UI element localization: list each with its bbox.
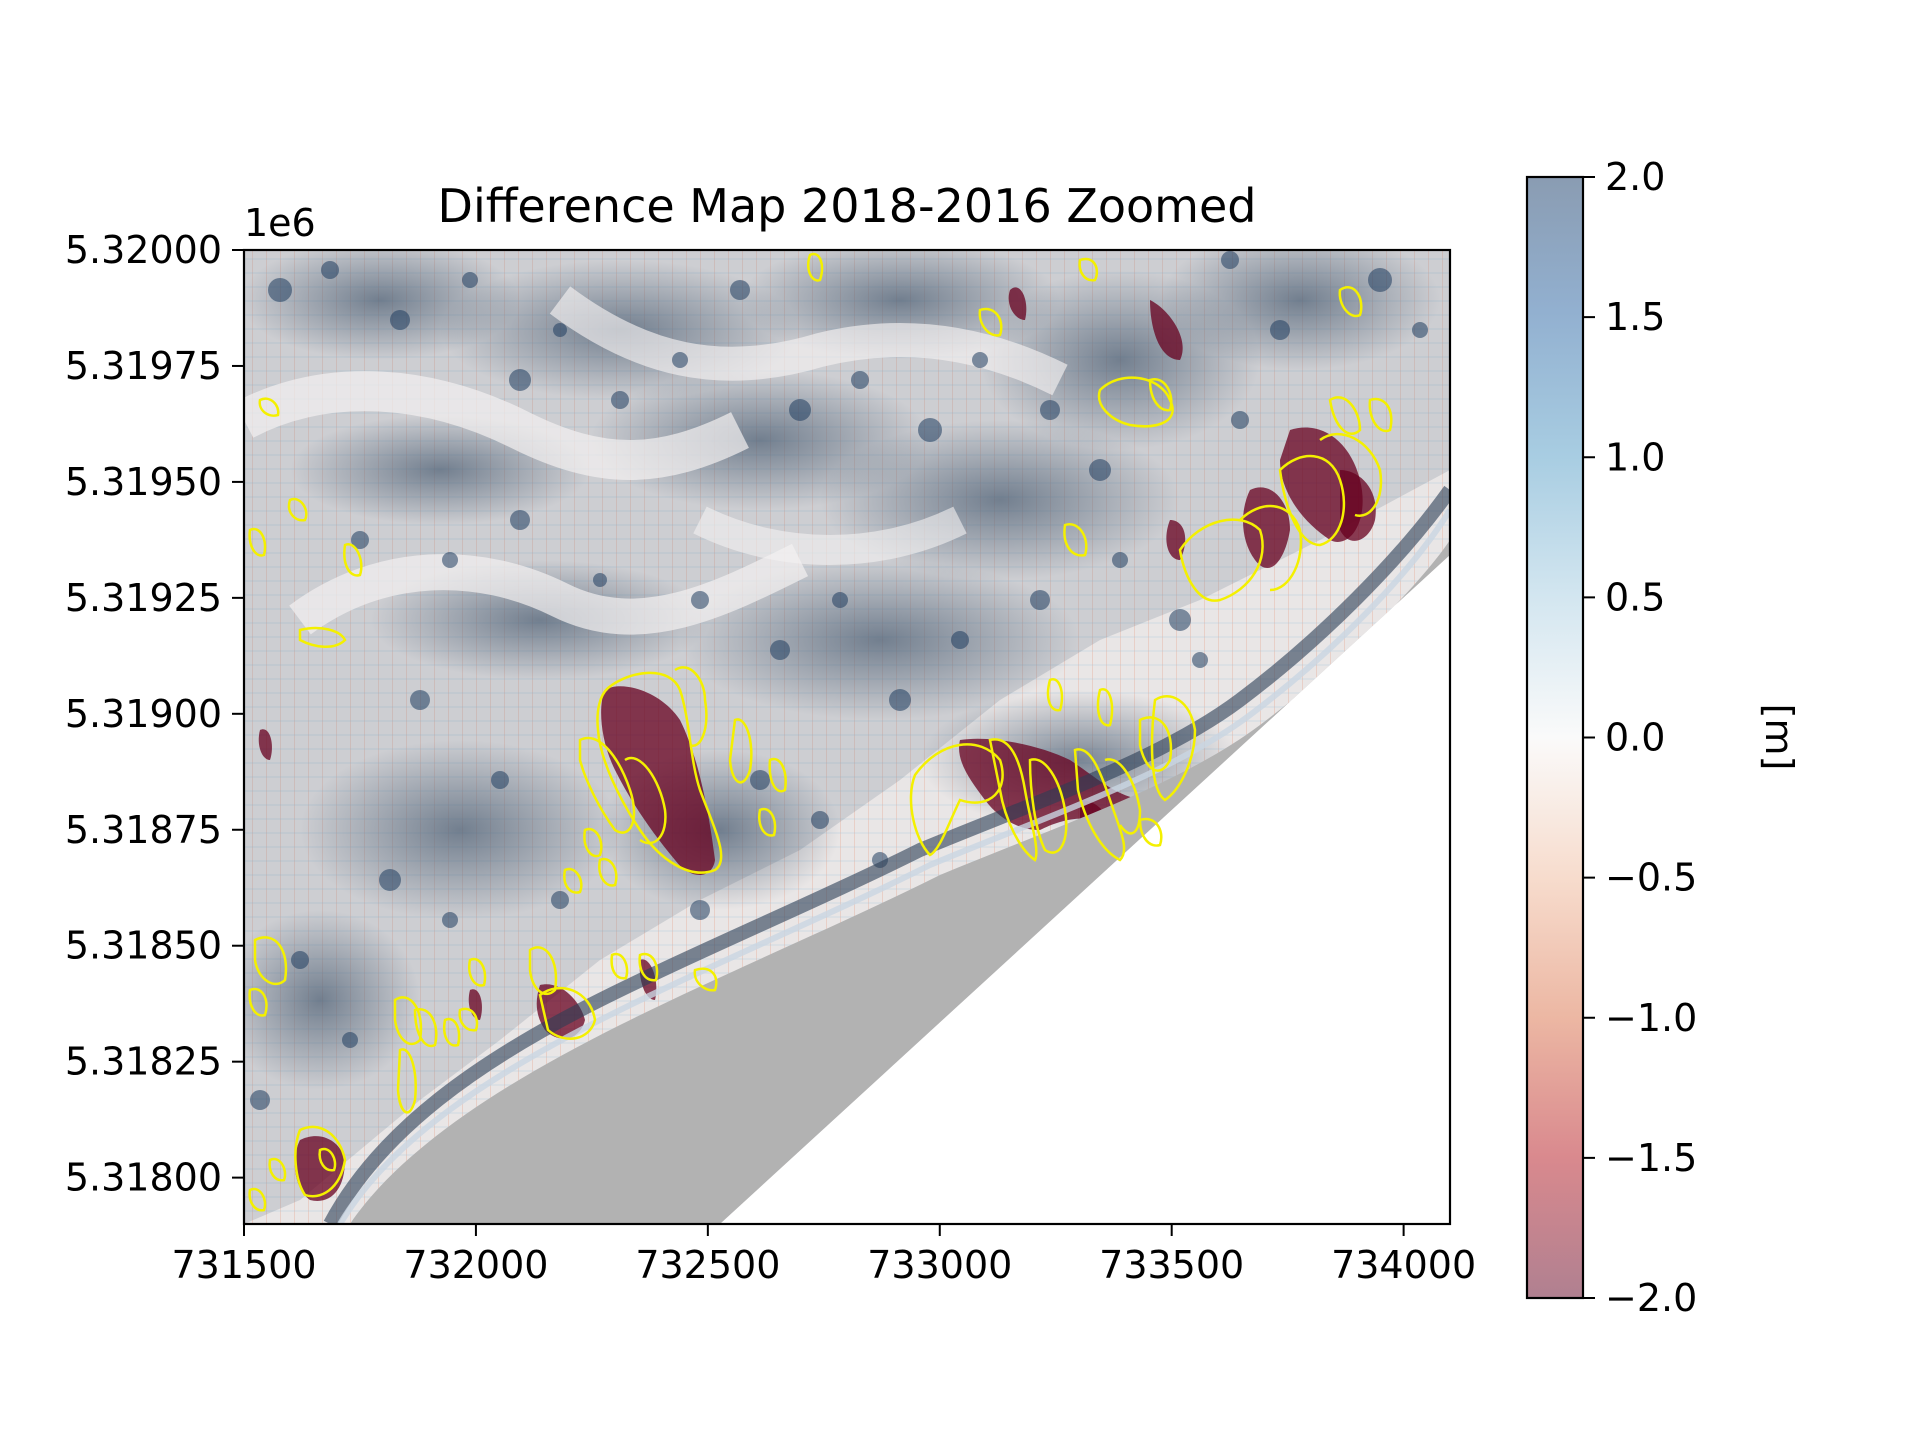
x-tick-label: 732000 <box>403 1243 548 1287</box>
x-tick-label: 733000 <box>867 1243 1012 1287</box>
x-tick-label: 733500 <box>1099 1243 1244 1287</box>
colorbar: 2.0 1.5 1.0 0.5 0.0 −0.5 −1.0 −1.5 −2.0 [m] <box>1525 155 1801 1320</box>
x-tick-label: 732500 <box>635 1243 780 1287</box>
colorbar-tick-label: −2.0 <box>1605 1276 1697 1320</box>
colorbar-ticks: 2.0 1.5 1.0 0.5 0.0 −0.5 −1.0 −1.5 −2.0 <box>1583 155 1697 1320</box>
colorbar-tick-label: 0.0 <box>1605 716 1665 760</box>
y-tick-label: 5.31900 <box>65 692 222 736</box>
x-tick-label: 734000 <box>1331 1243 1476 1287</box>
x-tick-label: 731500 <box>171 1243 316 1287</box>
plot-frame <box>242 248 1452 1226</box>
colorbar-tick-label: 2.0 <box>1605 155 1665 199</box>
colorbar-tick-label: 0.5 <box>1605 575 1665 619</box>
y-axis: 5.31800 5.31825 5.31850 5.31875 5.31900 5.319… <box>65 228 244 1200</box>
colorbar-tick-label: −1.5 <box>1605 1136 1697 1180</box>
y-tick-label: 5.31825 <box>65 1040 222 1084</box>
colorbar-tick-label: 1.5 <box>1605 295 1665 339</box>
colorbar-tick-label: −1.0 <box>1605 996 1697 1040</box>
y-tick-label: 5.31925 <box>65 576 222 620</box>
colorbar-label: [m] <box>1757 704 1801 771</box>
x-axis: 731500 732000 732500 733000 733500 734000 <box>171 1224 1476 1287</box>
y-tick-label: 5.31975 <box>65 344 222 388</box>
colorbar-gradient <box>1525 175 1585 1300</box>
y-offset-label: 1e6 <box>244 201 316 245</box>
colorbar-tick-label: −0.5 <box>1605 856 1697 900</box>
y-tick-label: 5.31875 <box>65 808 222 852</box>
y-tick-label: 5.31800 <box>65 1156 222 1200</box>
chart-title: Difference Map 2018-2016 Zoomed <box>438 179 1257 233</box>
map-image <box>244 250 1450 1224</box>
y-tick-label: 5.32000 <box>65 228 222 272</box>
y-tick-label: 5.31850 <box>65 924 222 968</box>
y-tick-label: 5.31950 <box>65 460 222 504</box>
colorbar-tick-label: 1.0 <box>1605 435 1665 479</box>
